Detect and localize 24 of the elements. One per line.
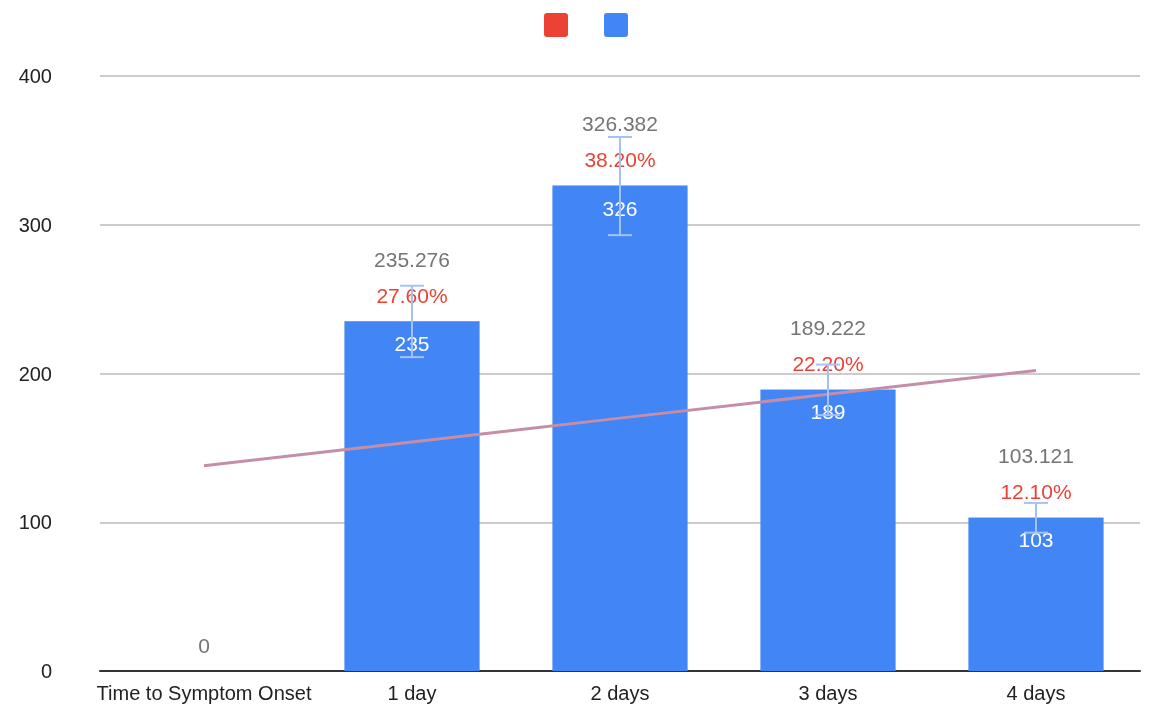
y-tick-label: 200: [18, 362, 52, 385]
y-tick-label: 400: [18, 65, 52, 87]
data-label: 27.60%: [376, 283, 448, 307]
total-label: 189.222: [790, 316, 866, 340]
x-tick-label: Time to Symptom Onset: [96, 682, 312, 704]
x-tick-label: 4 days: [1006, 682, 1066, 704]
x-tick-label: 1 day: [387, 682, 437, 704]
total-label: 326.382: [582, 112, 658, 136]
bar: [552, 186, 688, 671]
bar: [760, 389, 896, 671]
x-tick-label: 3 days: [798, 682, 858, 704]
y-tick-label: 100: [18, 511, 52, 534]
total-label: 103.121: [998, 444, 1074, 468]
data-label: 38.20%: [584, 148, 656, 172]
y-tick-label: 0: [40, 660, 52, 682]
total-label: 0: [198, 633, 210, 657]
x-tick-label: 2 days: [590, 682, 650, 704]
bar: [968, 517, 1104, 671]
bar: [344, 321, 480, 671]
data-label: 22.20%: [792, 352, 864, 376]
y-tick-label: 300: [18, 213, 52, 236]
data-label: 103: [1018, 528, 1054, 552]
total-label: 235.276: [374, 247, 450, 271]
data-label: 12.10%: [1000, 480, 1072, 504]
